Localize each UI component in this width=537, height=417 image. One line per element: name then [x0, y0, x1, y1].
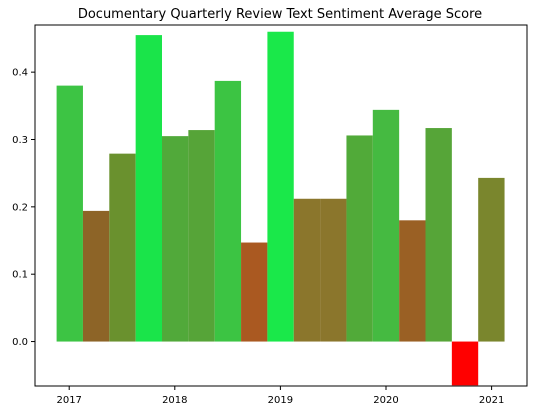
bar-12 [346, 135, 373, 342]
bar-17 [478, 177, 505, 342]
plot-frame [34, 24, 528, 387]
bar-4 [135, 35, 162, 342]
bar-5 [162, 136, 189, 342]
bar-16 [451, 341, 479, 386]
y-tick-label: 0.3 [12, 135, 28, 146]
chart-title: Documentary Quarterly Review Text Sentim… [78, 7, 482, 22]
bars-layer [56, 31, 505, 386]
y-tick-label: 0.4 [12, 68, 28, 79]
bar-15 [425, 128, 452, 342]
bar-8 [241, 242, 268, 342]
y-tick-label: 0.0 [12, 337, 28, 348]
bar-10 [293, 198, 321, 342]
y-tick-label: 0.1 [12, 270, 28, 281]
axes-layer: 0.0 0.1 0.2 0.3 0.4 2017 2018 2019 2020 2021 [12, 24, 528, 406]
y-tick-label: 0.2 [12, 202, 28, 213]
bar-6 [188, 130, 215, 342]
bar-11 [320, 198, 347, 342]
x-tick-label: 2019 [268, 395, 293, 406]
x-tick-label: 2020 [373, 395, 398, 406]
bar-1 [56, 85, 83, 342]
bar-3 [109, 153, 136, 342]
x-tick-label: 2021 [479, 395, 504, 406]
bar-14 [399, 220, 426, 342]
bar-2 [82, 210, 110, 342]
bar-13 [372, 109, 400, 342]
x-tick-label: 2017 [56, 395, 81, 406]
bar-9 [267, 31, 294, 342]
x-tick-label: 2018 [162, 395, 187, 406]
bar-7 [214, 80, 242, 342]
